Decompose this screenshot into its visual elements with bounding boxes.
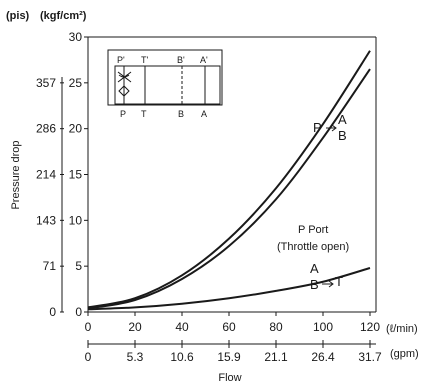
label-p-ab-b: B	[338, 128, 347, 143]
x-tick-label-gpm: 0	[85, 350, 92, 364]
curve-p-port	[87, 68, 371, 310]
series-group	[87, 50, 371, 311]
port-top-p: P'	[117, 55, 125, 65]
port-top-t: T'	[141, 55, 148, 65]
x-unit-lmin: (ℓ/min)	[386, 323, 418, 335]
label-p-port-line1: P Port	[298, 224, 328, 236]
y-tick-label-psi: 143	[36, 213, 56, 227]
x-tick-label-lmin: 100	[313, 320, 333, 334]
label-ab-t-t: T	[335, 274, 343, 289]
label-p-ab: P A B	[313, 112, 347, 143]
label-ab-t: A B T	[310, 261, 343, 292]
y-tick-label-kgf: 30	[69, 30, 83, 44]
port-bottom-p: P	[120, 109, 126, 119]
x-tick-label-gpm: 10.6	[170, 350, 194, 364]
y-tick-label-psi: 71	[43, 259, 57, 273]
y-tick-label-kgf: 10	[69, 213, 83, 227]
inset-port-box	[114, 65, 221, 105]
throttle-icon	[117, 71, 132, 83]
check-valve-icon	[118, 85, 130, 97]
x-tick-label-gpm: 26.4	[311, 350, 335, 364]
label-ab-t-arrowhead	[328, 280, 334, 288]
y-tick-label-psi: 357	[36, 76, 56, 90]
label-p-ab-arrowhead	[331, 124, 337, 132]
y-tick-label-kgf: 20	[69, 122, 83, 136]
port-bottom-a: A	[201, 109, 207, 119]
y-tick-label-kgf: 25	[69, 76, 83, 90]
label-p-ab-a: A	[338, 112, 347, 127]
x-tick-label-gpm: 21.1	[264, 350, 288, 364]
y-tick-group: 0 5 10 15 20 25 30 0 71 143 214 286 357	[36, 30, 88, 319]
y-axis-label: Pressure drop	[10, 140, 22, 209]
x-tick-label-lmin: 60	[222, 320, 236, 334]
port-bottom-t: T	[141, 109, 147, 119]
port-top-a: A'	[200, 55, 208, 65]
x-tick-label-gpm: 15.9	[217, 350, 241, 364]
x-tick-label-lmin: 20	[128, 320, 142, 334]
port-bottom-b: B	[178, 109, 184, 119]
label-p-port-line2: (Throttle open)	[277, 241, 349, 253]
valve-symbol-inset: P' T' B' A' P T B A	[107, 49, 223, 119]
kgf-unit-label: (kgf/cm²)	[40, 10, 87, 22]
curve-ab-t	[87, 267, 371, 311]
port-top-b: B'	[177, 55, 185, 65]
x-tick-label-lmin: 40	[175, 320, 189, 334]
label-ab-t-b: B	[310, 277, 319, 292]
label-p-ab-p: P	[313, 120, 322, 135]
x-tick-label-lmin: 80	[269, 320, 283, 334]
y-tick-label-psi: 214	[36, 168, 56, 182]
x-axis-label: Flow	[218, 372, 241, 383]
psi-unit-label: (pis)	[6, 10, 30, 22]
label-ab-t-a: A	[310, 261, 319, 276]
y-tick-label-kgf: 5	[75, 259, 82, 273]
y-tick-label-psi: 0	[49, 305, 56, 319]
x-tick-label-lmin: 0	[85, 320, 92, 334]
y-tick-label-kgf: 0	[75, 305, 82, 319]
x-unit-gpm: (gpm)	[390, 348, 419, 360]
x-tick-group: 0 20 40 60 80 100 120 0 5.3 10.6 15.9 21.1 26.4 31.7	[85, 312, 382, 364]
y-tick-label-psi: 286	[36, 122, 56, 136]
curve-p-ab	[87, 50, 371, 309]
x-tick-label-lmin: 120	[360, 320, 380, 334]
y-tick-label-kgf: 15	[69, 168, 83, 182]
inset-frame	[107, 49, 223, 106]
label-p-port: P Port (Throttle open)	[277, 224, 349, 253]
x-tick-label-gpm: 31.7	[358, 350, 382, 364]
x-tick-label-gpm: 5.3	[127, 350, 144, 364]
